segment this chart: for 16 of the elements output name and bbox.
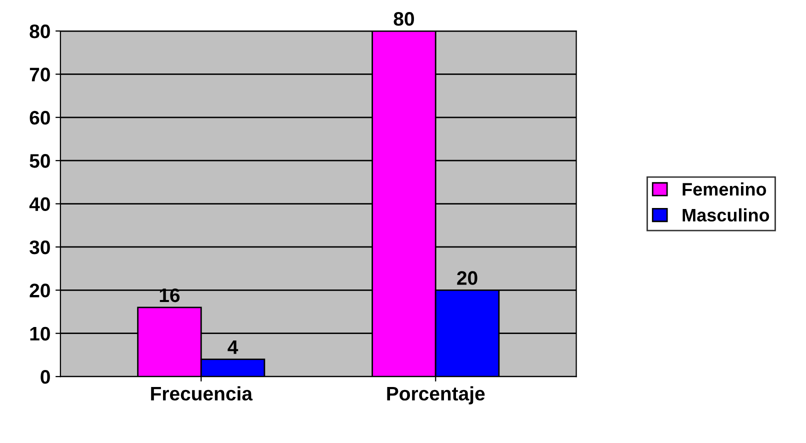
- y-tick-label: 0: [40, 370, 50, 384]
- y-tick-label: 60: [30, 110, 50, 125]
- y-tick-label: 10: [30, 326, 50, 341]
- legend-label: Femenino: [682, 182, 766, 196]
- legend-label: Masculino: [682, 208, 770, 222]
- x-tick-label: Porcentaje: [387, 386, 485, 404]
- y-tick-label: 70: [30, 68, 50, 82]
- data-label: 20: [457, 271, 478, 285]
- x-tick-label: Frecuencia: [151, 386, 253, 401]
- y-tick-label: 20: [30, 284, 50, 298]
- data-label: 80: [394, 12, 414, 26]
- y-tick-label: 80: [30, 24, 50, 38]
- y-tick-label: 50: [30, 154, 50, 168]
- y-tick-label: 30: [30, 240, 50, 254]
- data-label: 4: [228, 340, 238, 354]
- y-tick-label: 40: [29, 197, 50, 212]
